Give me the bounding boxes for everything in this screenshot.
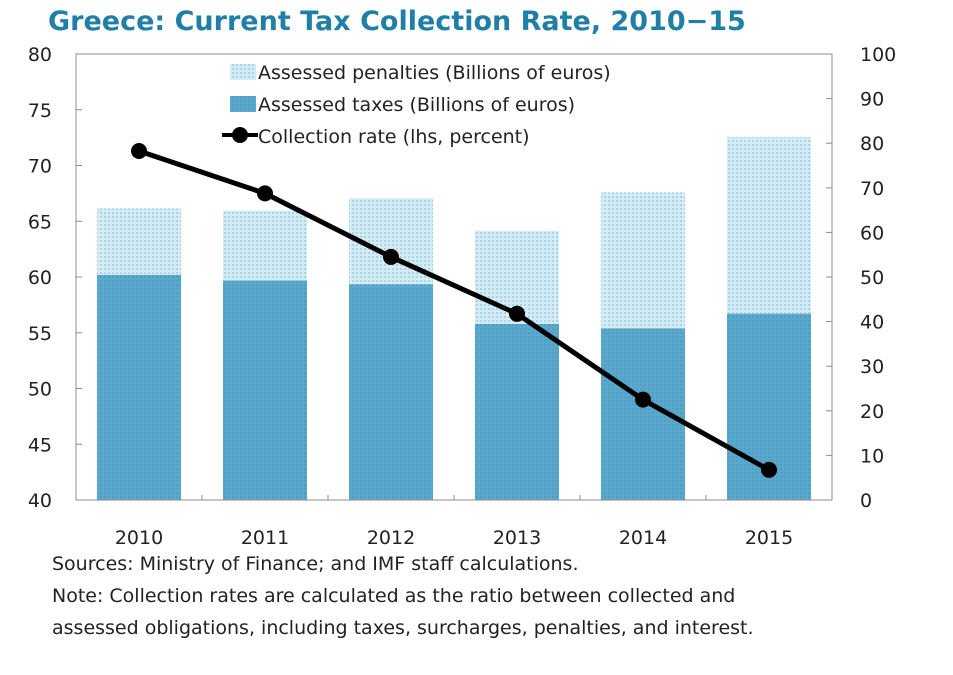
- y-left-tick-label: 70: [28, 156, 52, 178]
- bar-taxes-2013: [475, 323, 559, 500]
- bars-layer: [97, 136, 811, 500]
- y-right-tick-label: 60: [860, 222, 884, 244]
- y-left-tick-label: 55: [28, 323, 52, 345]
- collection-rate-point-2011: [257, 185, 273, 202]
- bar-taxes-2012: [349, 284, 433, 500]
- bar-taxes-2011: [223, 280, 307, 500]
- y-right-tick-label: 0: [860, 490, 872, 512]
- y-right-tick-label: 40: [860, 312, 884, 334]
- axis-layer: 2010 2011 2012 2013 2014 20154045505560657075…: [28, 44, 896, 549]
- y-right-tick-label: 70: [860, 178, 884, 200]
- bar-penalties-2011: [223, 210, 307, 281]
- y-right-tick-label: 10: [860, 445, 884, 467]
- collection-rate-line: [138, 148, 771, 473]
- x-tick-label: 2010: [115, 527, 163, 549]
- collection-rate-point-2014: [635, 391, 651, 408]
- x-tick-label: 2014: [619, 527, 667, 549]
- bar-penalties-2010: [97, 208, 181, 275]
- y-left-tick-label: 65: [28, 211, 52, 233]
- x-tick-label: 2011: [241, 527, 289, 549]
- note-line-2: assessed obligations, including taxes, s…: [52, 617, 754, 639]
- legend-label-penalties: Assessed penalties (Billions of euros): [258, 62, 611, 84]
- y-right-tick-label: 50: [860, 267, 884, 289]
- x-tick-label: 2015: [745, 527, 793, 549]
- legend-swatch-penalties: [230, 64, 256, 80]
- collection-rate-point-2012: [383, 248, 399, 265]
- note-line-1: Note: Collection rates are calculated as…: [52, 585, 736, 607]
- bar-penalties-2014: [601, 192, 685, 329]
- y-left-tick-label: 50: [28, 379, 52, 401]
- y-left-tick-label: 60: [28, 267, 52, 289]
- legend-label-collection-rate: Collection rate (lhs, percent): [258, 126, 530, 148]
- legend-swatch-taxes: [230, 96, 256, 112]
- legend-swatch-marker: [232, 127, 248, 143]
- x-tick-label: 2013: [493, 527, 541, 549]
- y-right-tick-label: 30: [860, 356, 884, 378]
- x-tick-label: 2012: [367, 527, 415, 549]
- y-left-tick-label: 80: [28, 44, 52, 66]
- y-left-tick-label: 40: [28, 490, 52, 512]
- plot-frame: [75, 53, 833, 501]
- y-right-tick-label: 80: [860, 133, 884, 155]
- collection-rate-point-2010: [131, 143, 147, 160]
- y-right-tick-label: 90: [860, 89, 884, 111]
- line-layer: [131, 143, 777, 478]
- legend-label-taxes: Assessed taxes (Billions of euros): [258, 94, 575, 116]
- y-left-tick-label: 45: [28, 434, 52, 456]
- y-left-tick-label: 75: [28, 100, 52, 122]
- bar-taxes-2010: [97, 274, 181, 500]
- bar-penalties-2015: [727, 136, 811, 314]
- chart-title: Greece: Current Tax Collection Rate, 201…: [48, 6, 746, 37]
- collection-rate-point-2013: [509, 305, 525, 322]
- y-right-tick-label: 20: [860, 401, 884, 423]
- sources-note: Sources: Ministry of Finance; and IMF st…: [52, 553, 579, 575]
- collection-rate-point-2015: [761, 461, 777, 478]
- chart-svg: 2010 2011 2012 2013 2014 20154045505560657075…: [28, 44, 896, 549]
- legend: Assessed penalties (Billions of euros) A…: [222, 62, 611, 148]
- y-right-tick-label: 100: [860, 44, 896, 66]
